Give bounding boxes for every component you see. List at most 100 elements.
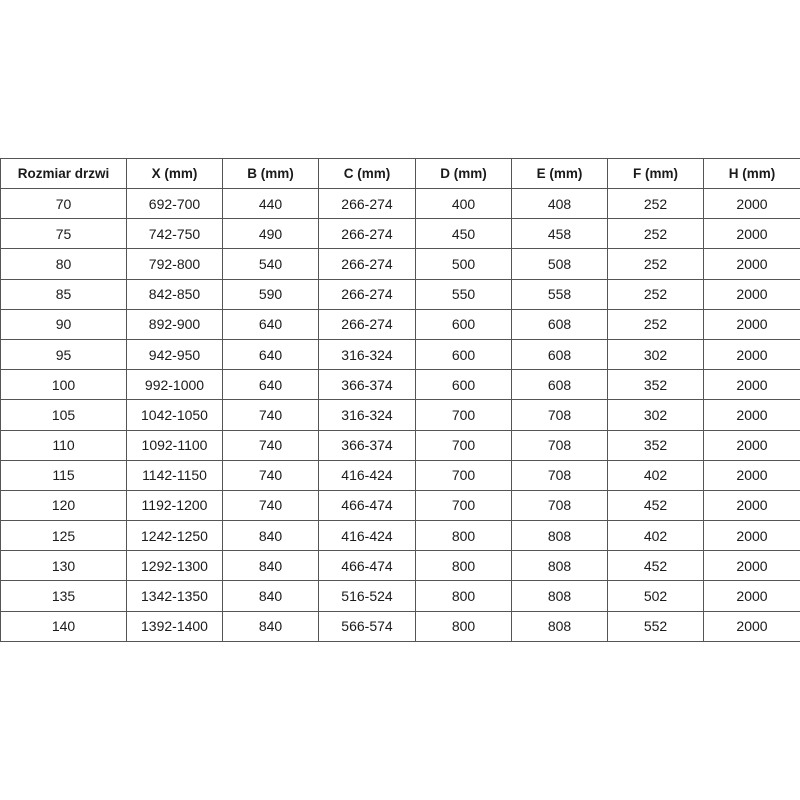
table-cell: 110 [0, 429, 127, 461]
table-cell: 840 [222, 550, 319, 582]
table-cell: 2000 [703, 610, 800, 642]
table-cell: 402 [607, 459, 704, 491]
table-row: 80 792-800 540 266-274 500 508 252 2000 [0, 248, 800, 280]
table-cell: 302 [607, 399, 704, 431]
table-cell: 740 [222, 459, 319, 491]
table-cell: 2000 [703, 369, 800, 401]
table-cell: 440 [222, 187, 319, 220]
table-cell: 1242-1250 [126, 520, 223, 552]
table-cell: 2000 [703, 248, 800, 280]
table-cell: 792-800 [126, 248, 223, 280]
table-cell: 458 [511, 218, 608, 250]
table-cell: 540 [222, 248, 319, 280]
table-cell: 516-524 [318, 580, 416, 612]
table-cell: 558 [511, 278, 608, 310]
table-cell: 70 [0, 187, 127, 220]
table-cell: 266-274 [318, 218, 416, 250]
table-cell: 1042-1050 [126, 399, 223, 431]
table-row: 105 1042-1050 740 316-324 700 708 302 2000 [0, 399, 800, 431]
table-cell: 115 [0, 459, 127, 491]
table-cell: 942-950 [126, 338, 223, 371]
table-row: 75 742-750 490 266-274 450 458 252 2000 [0, 218, 800, 250]
table-cell: 266-274 [318, 187, 416, 220]
table-cell: 105 [0, 399, 127, 431]
table-cell: 552 [607, 610, 704, 642]
column-header: H (mm) [703, 158, 800, 189]
table-cell: 252 [607, 187, 704, 220]
table-cell: 2000 [703, 580, 800, 612]
table-cell: 490 [222, 218, 319, 250]
table-cell: 266-274 [318, 308, 416, 340]
table-cell: 740 [222, 429, 319, 461]
table-cell: 130 [0, 550, 127, 582]
table-cell: 800 [415, 520, 512, 552]
table-cell: 840 [222, 580, 319, 612]
table-cell: 120 [0, 489, 127, 522]
table-cell: 700 [415, 459, 512, 491]
table-cell: 808 [511, 580, 608, 612]
table-cell: 416-424 [318, 520, 416, 552]
table-cell: 600 [415, 338, 512, 371]
table-cell: 366-374 [318, 429, 416, 461]
table-cell: 500 [415, 248, 512, 280]
table-cell: 640 [222, 338, 319, 371]
table-cell: 95 [0, 338, 127, 371]
table-cell: 252 [607, 278, 704, 310]
table-cell: 266-274 [318, 278, 416, 310]
table-row: 125 1242-1250 840 416-424 800 808 402 2000 [0, 520, 800, 552]
column-header: B (mm) [222, 158, 319, 189]
table-cell: 366-374 [318, 369, 416, 401]
table-cell: 416-424 [318, 459, 416, 491]
table-row: 115 1142-1150 740 416-424 700 708 402 2000 [0, 459, 800, 491]
table-cell: 640 [222, 308, 319, 340]
table-cell: 316-324 [318, 338, 416, 371]
table-cell: 692-700 [126, 187, 223, 220]
table-cell: 75 [0, 218, 127, 250]
table-cell: 1092-1100 [126, 429, 223, 461]
table-cell: 608 [511, 338, 608, 371]
table-cell: 508 [511, 248, 608, 280]
table-cell: 252 [607, 308, 704, 340]
table-cell: 590 [222, 278, 319, 310]
table-cell: 90 [0, 308, 127, 340]
table-cell: 466-474 [318, 489, 416, 522]
table-row: 95 942-950 640 316-324 600 608 302 2000 [0, 338, 800, 371]
table-cell: 700 [415, 399, 512, 431]
table-cell: 302 [607, 338, 704, 371]
table-cell: 2000 [703, 520, 800, 552]
table-cell: 550 [415, 278, 512, 310]
table-cell: 140 [0, 610, 127, 642]
table-cell: 740 [222, 489, 319, 522]
table-cell: 808 [511, 610, 608, 642]
table-cell: 85 [0, 278, 127, 310]
table-header-row: Rozmiar drzwi X (mm) B (mm) C (mm) D (mm) E (… [0, 158, 800, 189]
table-cell: 402 [607, 520, 704, 552]
door-size-table: Rozmiar drzwi X (mm) B (mm) C (mm) D (mm) E (… [0, 158, 800, 642]
table-cell: 1142-1150 [126, 459, 223, 491]
table-cell: 708 [511, 429, 608, 461]
table-cell: 2000 [703, 489, 800, 522]
table-row: 135 1342-1350 840 516-524 800 808 502 2000 [0, 580, 800, 612]
table-cell: 808 [511, 550, 608, 582]
table-cell: 1192-1200 [126, 489, 223, 522]
table-cell: 80 [0, 248, 127, 280]
table-cell: 452 [607, 550, 704, 582]
table-cell: 608 [511, 308, 608, 340]
table-row: 70 692-700 440 266-274 400 408 252 2000 [0, 187, 800, 220]
table-cell: 708 [511, 399, 608, 431]
table-cell: 502 [607, 580, 704, 612]
table-row: 90 892-900 640 266-274 600 608 252 2000 [0, 308, 800, 340]
table-cell: 2000 [703, 218, 800, 250]
table-cell: 352 [607, 369, 704, 401]
table-cell: 252 [607, 248, 704, 280]
table-row: 140 1392-1400 840 566-574 800 808 552 2000 [0, 610, 800, 642]
table-cell: 1342-1350 [126, 580, 223, 612]
table-cell: 125 [0, 520, 127, 552]
table-cell: 2000 [703, 429, 800, 461]
table-cell: 700 [415, 429, 512, 461]
table-row: 130 1292-1300 840 466-474 800 808 452 2000 [0, 550, 800, 582]
table-cell: 135 [0, 580, 127, 612]
table-cell: 2000 [703, 399, 800, 431]
table-cell: 466-474 [318, 550, 416, 582]
table-cell: 2000 [703, 187, 800, 220]
